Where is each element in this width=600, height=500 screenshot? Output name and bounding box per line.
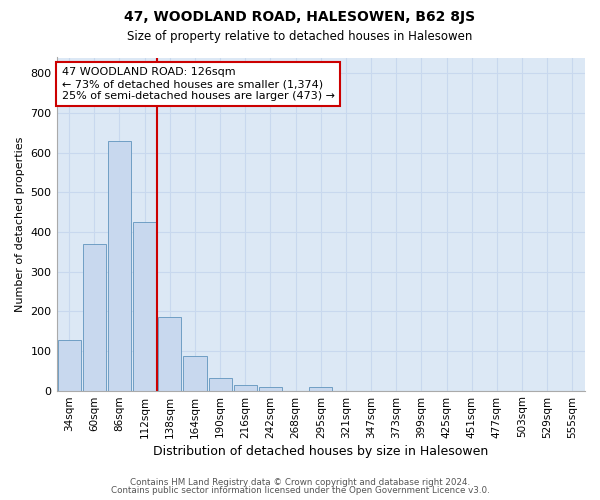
Bar — [108, 141, 131, 390]
Bar — [83, 244, 106, 390]
Bar — [58, 340, 80, 390]
Text: 47, WOODLAND ROAD, HALESOWEN, B62 8JS: 47, WOODLAND ROAD, HALESOWEN, B62 8JS — [124, 10, 476, 24]
Bar — [158, 317, 181, 390]
Text: Contains HM Land Registry data © Crown copyright and database right 2024.: Contains HM Land Registry data © Crown c… — [130, 478, 470, 487]
Bar — [133, 222, 156, 390]
X-axis label: Distribution of detached houses by size in Halesowen: Distribution of detached houses by size … — [153, 444, 488, 458]
Y-axis label: Number of detached properties: Number of detached properties — [15, 136, 25, 312]
Text: Contains public sector information licensed under the Open Government Licence v3: Contains public sector information licen… — [110, 486, 490, 495]
Text: Size of property relative to detached houses in Halesowen: Size of property relative to detached ho… — [127, 30, 473, 43]
Bar — [184, 356, 206, 390]
Bar — [309, 388, 332, 390]
Text: 47 WOODLAND ROAD: 126sqm
← 73% of detached houses are smaller (1,374)
25% of sem: 47 WOODLAND ROAD: 126sqm ← 73% of detach… — [62, 68, 335, 100]
Bar — [259, 388, 282, 390]
Bar — [209, 378, 232, 390]
Bar — [234, 384, 257, 390]
